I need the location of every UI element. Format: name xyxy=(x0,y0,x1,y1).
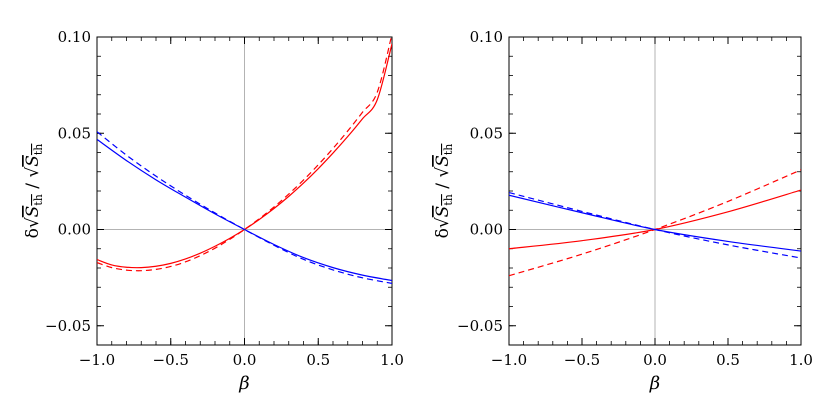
x-tick-label: −0.5 xyxy=(153,351,189,369)
x-tick-label: 0.0 xyxy=(643,351,667,369)
x-tick-label: 0.5 xyxy=(716,351,740,369)
y-tick-label: 0.00 xyxy=(58,221,91,239)
y-tick-label: −0.05 xyxy=(457,317,503,335)
x-tick-label: −0.5 xyxy=(564,351,600,369)
y-tick-label: 0.05 xyxy=(58,124,91,142)
x-tick-label: 1.0 xyxy=(380,351,404,369)
series-line-3 xyxy=(97,138,392,282)
x-tick-label: −1.0 xyxy=(491,351,527,369)
y-axis-label-text: δ√Sth / √Sth xyxy=(23,144,45,239)
y-tick-label: 0.10 xyxy=(58,28,91,46)
x-tick-label: 0.0 xyxy=(233,351,257,369)
series-line-4 xyxy=(509,191,801,259)
y-axis-label-text: δ√Sth / √Sth xyxy=(433,144,455,239)
series-line-2 xyxy=(97,37,392,272)
y-tick-label: 0.00 xyxy=(470,221,503,239)
x-axis-label: β xyxy=(649,373,660,394)
x-tick-label: 1.0 xyxy=(789,351,813,369)
y-axis-label: δ√Sth / √Sth xyxy=(433,144,455,239)
chart-panel-2: −1.0 −0.5 0.0 0.5 1.0 −0.05 0.00 0.05 0.10 β δ√Sth… xyxy=(433,28,813,394)
x-axis-label: β xyxy=(238,373,249,394)
y-tick-label: 0.05 xyxy=(470,124,503,142)
y-axis-label: δ√Sth / √Sth xyxy=(23,144,45,239)
y-tick-label: 0.10 xyxy=(470,28,503,46)
chart-panel-1: −1.0 −0.5 0.0 0.5 1.0 −0.05 0.00 0.05 0.10 β δ√Sth… xyxy=(23,28,404,394)
y-tick-label: −0.05 xyxy=(45,317,91,335)
x-tick-label: −1.0 xyxy=(79,351,115,369)
x-tick-label: 0.5 xyxy=(306,351,330,369)
series-line-4 xyxy=(97,131,392,284)
